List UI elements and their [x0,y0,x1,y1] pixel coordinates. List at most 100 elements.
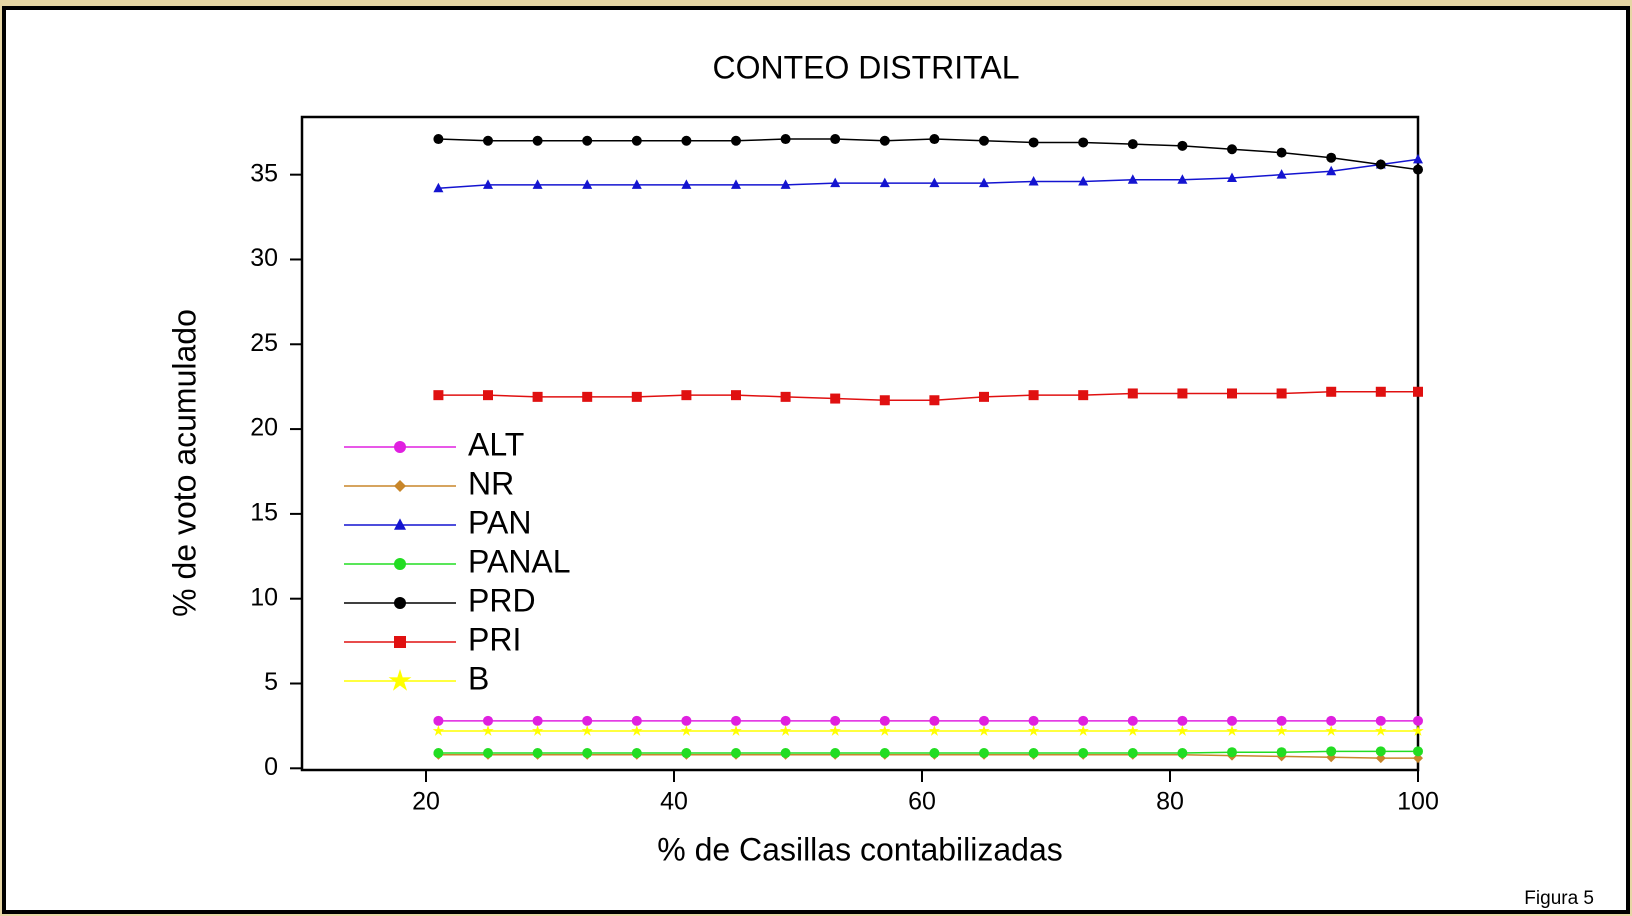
data-point [928,724,941,736]
data-point [780,134,791,145]
data-point [979,135,989,146]
data-point [1276,715,1287,726]
legend-marker [394,636,406,648]
x-tick-label: 80 [1156,788,1184,816]
data-point [979,748,989,759]
data-point [731,390,741,401]
data-point [779,724,792,736]
data-point [1326,386,1337,397]
data-point [1177,715,1188,726]
frame [2,6,1630,914]
data-point [483,748,493,759]
data-point [483,390,493,401]
data-point [1326,165,1337,176]
data-point [1326,152,1337,163]
data-point [1413,715,1423,726]
data-point [1275,724,1288,736]
y-tick-label: 25 [250,329,278,357]
data-point [1276,169,1287,179]
data-point [1177,748,1188,759]
data-point [680,724,693,736]
data-point [1375,159,1386,170]
data-point [1078,748,1089,759]
data-point [879,748,890,759]
y-tick-label: 20 [250,414,278,442]
data-point [1028,175,1039,186]
data-point [830,134,841,145]
data-point [879,395,890,406]
data-point [731,135,741,146]
y-tick-label: 0 [264,753,278,781]
x-tick-label: 60 [908,788,936,816]
data-point [830,177,841,188]
data-point [978,724,990,736]
data-point [780,391,791,402]
data-point [1027,724,1040,736]
data-point [1078,390,1089,401]
data-point [1226,724,1238,736]
data-point [432,724,445,736]
data-point [681,179,692,189]
data-point [979,177,989,188]
data-point [1176,724,1189,736]
data-point [1326,715,1337,726]
data-point [1028,390,1039,401]
data-point [780,715,791,726]
data-point [532,391,543,402]
data-point [1227,144,1237,155]
data-point [482,724,494,736]
data-point [631,748,642,759]
data-point [1413,153,1423,164]
data-point [1227,715,1237,726]
data-point [879,715,890,726]
data-point [1078,175,1089,186]
legend-marker [394,518,406,530]
data-point [532,715,543,726]
data-point [582,391,593,402]
data-point [1078,137,1089,148]
data-point [581,724,593,736]
x-tick-label: 100 [1397,788,1439,816]
data-point [631,724,643,736]
data-point [483,715,493,726]
data-point [731,715,741,726]
x-tick-label: 20 [412,788,440,816]
x-tick-label: 40 [660,788,688,816]
y-axis-label: % de voto acumulado [166,309,202,617]
data-point [1325,724,1337,736]
data-point [1413,746,1423,757]
data-point [780,748,791,759]
data-point [532,748,543,759]
data-point [780,179,791,189]
data-point [1177,174,1188,184]
data-point [681,748,692,759]
x-axis-label: % de Casillas contabilizadas [657,831,1063,867]
y-tick-label: 35 [250,159,278,187]
data-point [1028,748,1039,759]
data-point [681,390,692,401]
data-point [1177,140,1188,151]
data-point [1276,388,1287,399]
data-point [582,135,593,146]
chart-title: CONTEO DISTRITAL [713,49,1020,85]
data-point [929,715,940,726]
data-point [731,748,741,759]
data-point [979,715,989,726]
data-point [433,390,444,401]
data-point [929,748,940,759]
data-point [979,391,989,402]
data-point [1227,747,1237,758]
figure-note: Figura 5 [1524,888,1594,909]
data-point [1077,724,1089,736]
data-point [1227,388,1237,399]
data-point [582,748,593,759]
data-point [1276,147,1287,158]
data-point [879,724,891,736]
legend-label: NR [468,465,514,501]
data-point [681,135,692,146]
data-point [1375,724,1387,736]
data-point [433,715,444,726]
data-point [1127,724,1139,736]
data-point [1177,388,1188,399]
